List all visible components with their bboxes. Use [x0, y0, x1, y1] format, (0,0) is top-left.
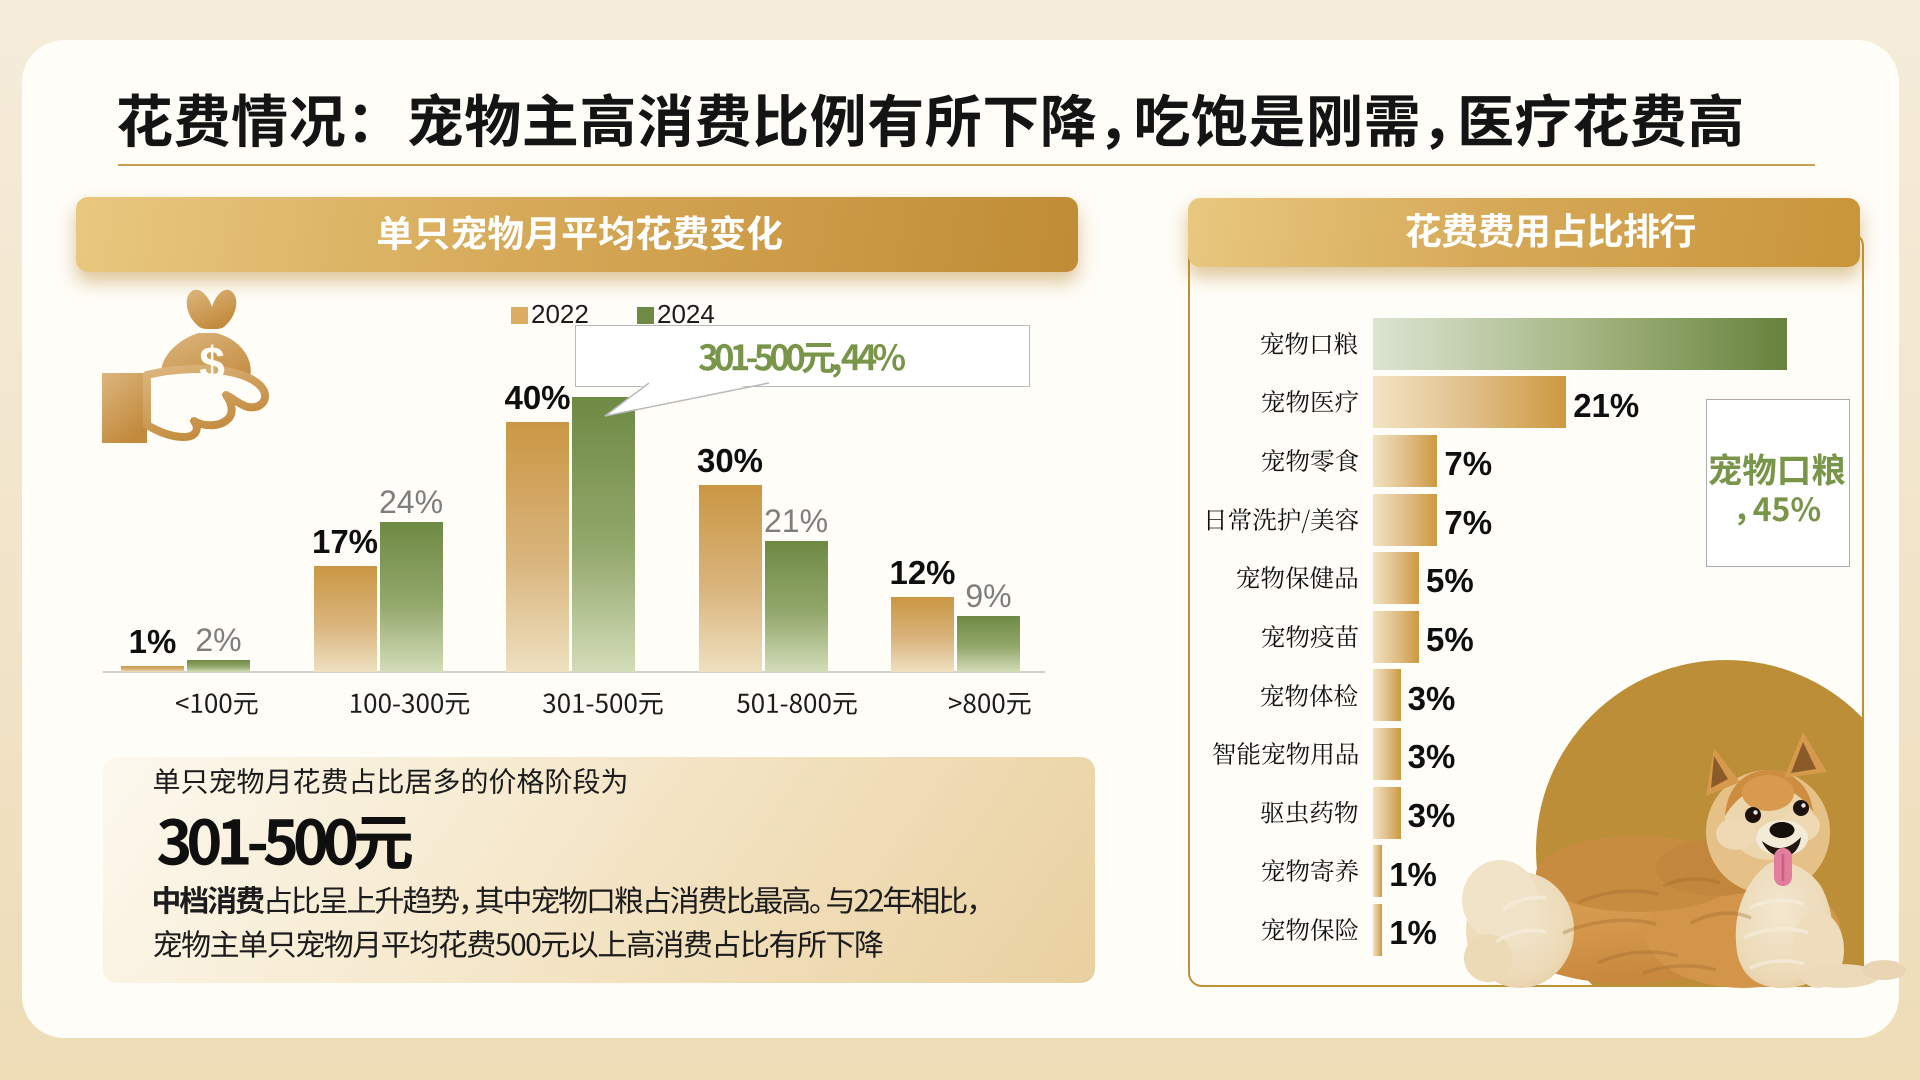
- svg-text:$: $: [199, 337, 225, 389]
